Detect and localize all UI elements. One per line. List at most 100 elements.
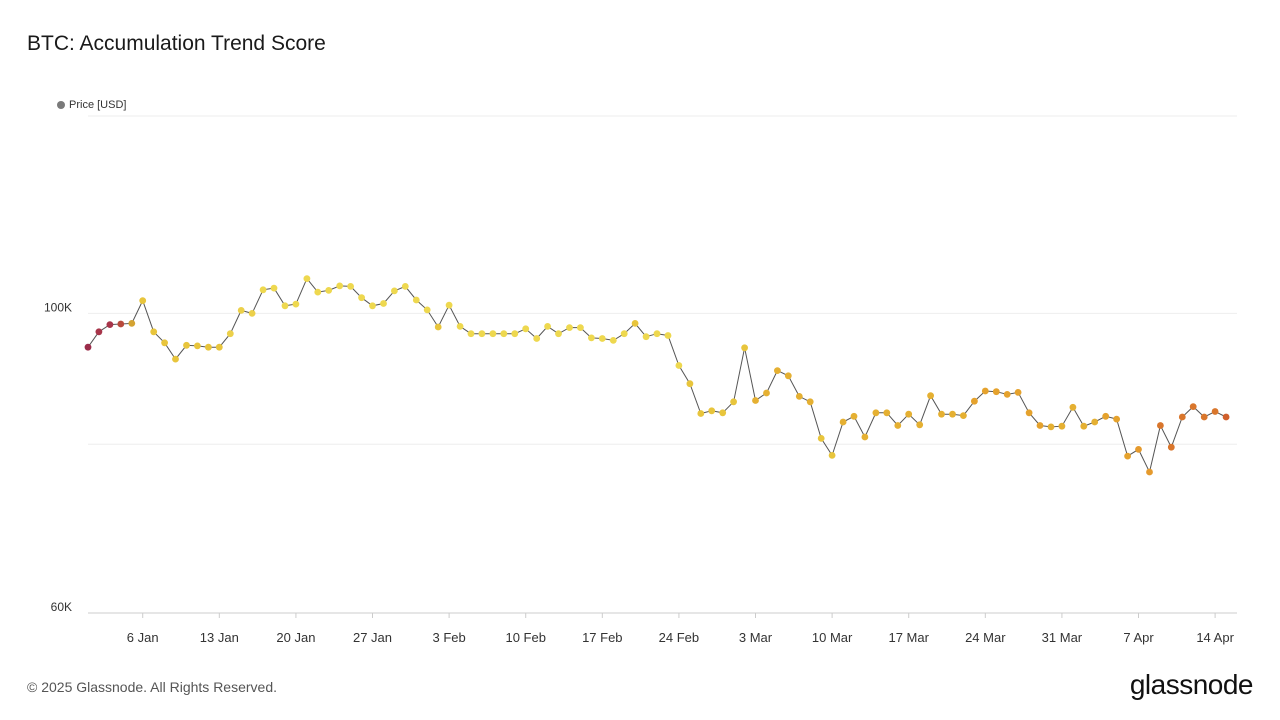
data-point (511, 330, 519, 338)
data-point (861, 433, 869, 441)
data-point (992, 388, 1000, 396)
y-tick-label: 100K (44, 300, 72, 314)
data-point (281, 302, 289, 310)
x-tick-label: 13 Jan (200, 630, 239, 645)
data-point (708, 407, 716, 415)
glassnode-logo: glassnode (1129, 669, 1254, 700)
data-point (938, 410, 945, 418)
data-point (161, 339, 169, 347)
data-point (774, 367, 781, 374)
data-point (1200, 413, 1208, 421)
data-point (95, 328, 103, 336)
data-point (883, 409, 891, 417)
data-point (905, 410, 913, 418)
data-point (894, 422, 902, 429)
data-point (686, 380, 694, 388)
data-point (434, 323, 442, 331)
copyright: © 2025 Glassnode. All Rights Reserved. (27, 679, 278, 695)
data-point (555, 330, 562, 338)
data-point (960, 412, 967, 419)
data-point (664, 332, 672, 339)
data-point (1003, 391, 1011, 398)
data-point (730, 398, 737, 406)
data-point (1135, 446, 1142, 453)
data-point (1069, 403, 1077, 411)
data-point (1167, 443, 1175, 451)
data-point (347, 283, 354, 290)
data-point (1157, 422, 1164, 429)
data-point (620, 330, 628, 338)
data-point (1047, 423, 1055, 431)
x-tick-label: 20 Jan (276, 630, 315, 645)
data-point (642, 333, 650, 341)
data-point (1014, 389, 1022, 396)
data-point (456, 323, 464, 330)
data-point (916, 421, 924, 429)
x-tick-label: 3 Feb (432, 630, 465, 645)
data-point (806, 398, 814, 406)
data-point (566, 324, 573, 331)
data-point (1146, 468, 1153, 476)
data-point (106, 321, 114, 328)
data-point (1091, 418, 1099, 426)
data-point (1036, 422, 1044, 429)
x-tick-label: 3 Mar (739, 630, 773, 645)
data-point (314, 288, 322, 296)
data-point (1178, 413, 1186, 421)
data-point (1124, 452, 1131, 460)
data-point (336, 282, 344, 290)
data-point (259, 286, 267, 294)
data-point (226, 330, 234, 338)
data-point (1211, 408, 1219, 415)
data-point (927, 392, 934, 400)
price-line (87, 277, 1227, 474)
legend-label: Price [USD] (69, 99, 127, 111)
data-point (752, 397, 759, 404)
data-point (358, 294, 365, 302)
data-point (237, 307, 245, 314)
x-tick-label: 17 Mar (888, 630, 929, 645)
data-point (467, 330, 475, 338)
data-point (270, 284, 278, 292)
data-point (533, 335, 541, 342)
data-point (172, 355, 179, 363)
x-tick-label: 27 Jan (353, 630, 392, 645)
data-point (817, 435, 825, 442)
data-point (248, 310, 256, 317)
data-point (500, 330, 508, 338)
data-point (1025, 409, 1033, 417)
legend[interactable]: Price [USD] (57, 99, 126, 111)
x-tick-label: 10 Mar (812, 630, 853, 645)
data-point (215, 343, 223, 351)
chart-title: BTC: Accumulation Trend Score (27, 32, 326, 55)
data-point (303, 275, 311, 282)
data-point (872, 409, 880, 417)
data-point (588, 334, 595, 342)
data-point (598, 335, 606, 342)
data-point (795, 393, 803, 400)
data-point (292, 300, 300, 308)
data-point (1113, 415, 1120, 423)
data-point (194, 342, 201, 350)
data-point (1102, 412, 1110, 420)
data-point (675, 362, 683, 369)
data-point (1189, 403, 1197, 410)
x-tick-label: 14 Apr (1196, 630, 1234, 645)
data-point (401, 283, 409, 290)
data-point (150, 328, 158, 336)
data-point (445, 301, 453, 309)
x-tick-label: 24 Mar (965, 630, 1006, 645)
data-point (839, 418, 847, 426)
data-point (719, 409, 727, 417)
data-point (117, 320, 125, 328)
data-point (653, 330, 661, 338)
legend-dot (57, 101, 65, 109)
data-point (971, 397, 978, 405)
data-point (325, 287, 333, 294)
data-point (981, 387, 989, 395)
x-tick-label: 31 Mar (1042, 630, 1083, 645)
y-tick-label: 60K (51, 600, 72, 614)
data-point (544, 323, 551, 330)
data-point (139, 297, 147, 304)
data-point (1222, 413, 1230, 421)
